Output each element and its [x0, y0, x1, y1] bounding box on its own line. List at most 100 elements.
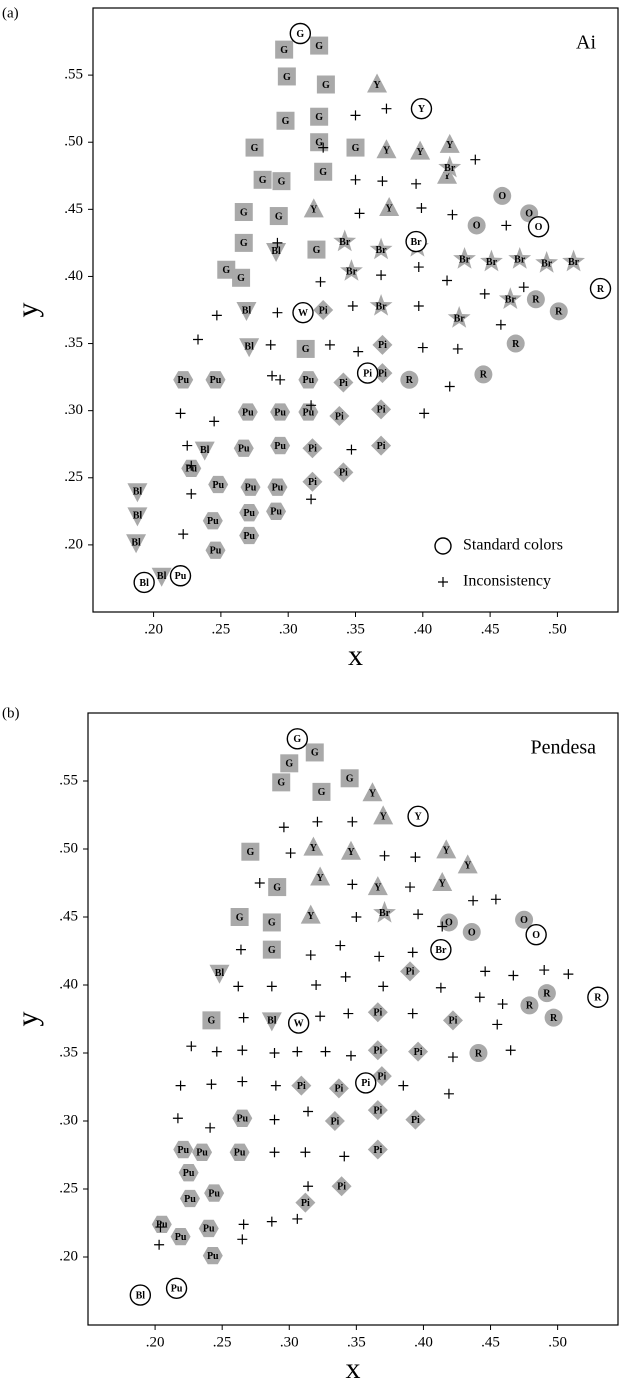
data-point: G	[286, 728, 309, 750]
point-label: G	[311, 748, 319, 759]
data-point: G	[234, 203, 253, 222]
point-label: O	[498, 191, 506, 202]
point-label: Y	[386, 203, 394, 214]
marker	[508, 246, 532, 269]
data-point: Pu	[165, 1277, 188, 1299]
point-label: Pu	[270, 507, 282, 518]
point-label: Pu	[203, 1224, 215, 1235]
data-point: Y	[410, 140, 431, 160]
data-point: Br	[480, 249, 503, 272]
plus-marker	[351, 912, 362, 922]
point-label: Br	[444, 163, 456, 174]
plus-marker	[175, 1080, 186, 1091]
data-point: Pu	[202, 1246, 223, 1265]
data-point	[405, 882, 416, 893]
plus-marker	[211, 1046, 222, 1057]
marker	[275, 40, 294, 59]
plus-marker	[442, 275, 453, 286]
plus-marker	[178, 529, 189, 540]
plus-marker	[407, 947, 418, 958]
plus-marker	[411, 178, 422, 189]
point-label: Pi	[378, 368, 387, 379]
standard-marker	[356, 362, 379, 384]
plus-marker	[303, 1181, 314, 1192]
marker	[307, 240, 326, 259]
plus-marker	[238, 1219, 249, 1230]
plus-marker	[269, 1147, 280, 1158]
data-point	[413, 262, 424, 273]
data-point	[345, 1050, 356, 1061]
data-point	[303, 1181, 314, 1192]
data-point	[312, 816, 323, 827]
data-point	[407, 947, 418, 958]
data-point	[175, 1080, 186, 1091]
point-label: Pi	[373, 1007, 382, 1018]
point-label: O	[473, 221, 481, 232]
plus-marker	[272, 237, 283, 248]
point-label: R	[594, 993, 602, 1004]
point-label: G	[315, 41, 323, 52]
data-point: Br	[447, 306, 471, 328]
data-point	[300, 1147, 311, 1158]
data-point	[186, 460, 197, 471]
standard-marker	[133, 571, 155, 594]
marker	[267, 478, 288, 496]
marker	[439, 133, 460, 153]
data-point: Br	[508, 246, 532, 269]
data-point	[306, 400, 317, 411]
marker	[520, 996, 539, 1015]
data-point	[444, 381, 455, 392]
legend-symbol	[434, 537, 452, 555]
data-point	[303, 1106, 314, 1117]
plus-marker	[508, 970, 519, 981]
plus-marker	[335, 940, 346, 951]
data-point	[442, 275, 453, 286]
point-label: O	[525, 209, 533, 220]
point-label: G	[222, 265, 230, 276]
marker	[316, 75, 335, 94]
point-label: Bl	[133, 511, 143, 522]
marker	[333, 229, 357, 252]
data-point: Pu	[208, 475, 229, 494]
marker	[239, 526, 260, 545]
x-tick-label: .20	[144, 621, 163, 637]
marker	[329, 406, 350, 427]
y-tick-label: .40	[59, 976, 78, 992]
marker	[305, 743, 324, 762]
data-point: Pu	[169, 565, 192, 587]
marker	[432, 872, 453, 891]
data-point	[237, 1045, 248, 1056]
marker	[127, 507, 148, 527]
marker	[202, 1011, 221, 1030]
plus-marker	[339, 1151, 350, 1162]
data-point: Bl	[194, 441, 215, 461]
marker	[436, 839, 457, 859]
data-point: R	[537, 984, 556, 1003]
marker	[205, 371, 226, 389]
point-label: Pi	[449, 1016, 458, 1027]
point-label: G	[273, 882, 281, 893]
data-point: Pu	[151, 1215, 172, 1234]
plus-marker	[267, 370, 278, 381]
data-point	[411, 178, 422, 189]
y-axis-label: y	[11, 1012, 44, 1027]
plus-marker	[254, 878, 265, 888]
point-label: Br	[376, 301, 388, 312]
marker	[262, 913, 281, 932]
data-point	[354, 208, 365, 219]
data-point: Pi	[371, 399, 392, 420]
marker	[230, 908, 249, 926]
plus-marker	[272, 307, 283, 318]
data-point: Bl	[239, 338, 260, 358]
data-point	[447, 1052, 458, 1063]
plus-marker	[443, 1088, 454, 1099]
point-label: Bl	[271, 246, 281, 257]
data-point	[186, 1041, 197, 1052]
marker	[151, 567, 172, 587]
data-point: Y	[303, 836, 324, 856]
point-label: R	[532, 295, 540, 306]
marker	[340, 840, 361, 860]
plus-marker	[347, 816, 358, 827]
point-label: G	[285, 759, 293, 770]
data-point	[305, 950, 316, 961]
